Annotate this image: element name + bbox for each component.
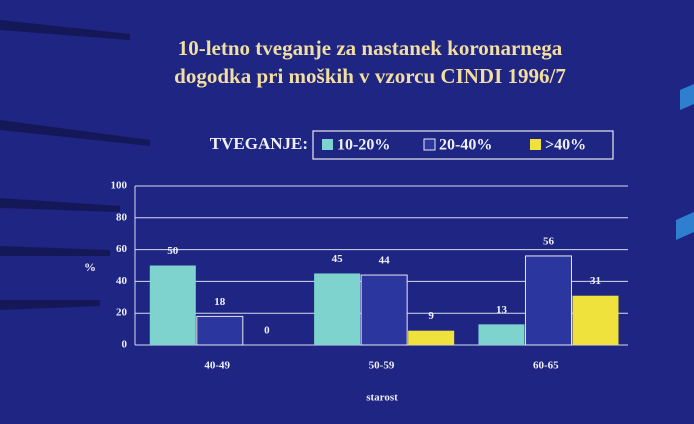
- bar: [524, 255, 572, 346]
- decor-right: [676, 84, 694, 240]
- legend-label: >40%: [545, 137, 586, 154]
- y-tick-label: 60: [116, 243, 128, 255]
- bar: [572, 295, 619, 345]
- x-tick-label: 60-65: [533, 360, 559, 372]
- data-label: 9: [428, 310, 434, 322]
- y-tick-label: 20: [116, 307, 128, 319]
- bar: [149, 265, 196, 345]
- legend-swatch: [530, 139, 541, 150]
- bar: [360, 274, 408, 346]
- x-tick-label: 40-49: [204, 360, 230, 372]
- x-tick-label: 50-59: [369, 360, 395, 372]
- y-tick-label: 0: [122, 339, 128, 351]
- bar: [478, 324, 525, 345]
- data-label: 31: [590, 275, 601, 287]
- chart-title: dogodka pri moških v vzorcu CINDI 1996/7: [174, 64, 566, 88]
- legend-swatch: [423, 138, 436, 151]
- data-label: 44: [379, 255, 391, 267]
- legend-box: [312, 130, 614, 160]
- data-label: 45: [332, 253, 344, 265]
- data-label: 18: [214, 296, 226, 308]
- y-tick-label: 100: [111, 180, 128, 192]
- bar: [196, 315, 244, 346]
- legend-title: TVEGANJE:: [210, 134, 308, 153]
- y-tick-label: 40: [116, 275, 128, 287]
- decor-stripes: [0, 20, 150, 310]
- data-label: 13: [496, 304, 508, 316]
- bar: [314, 273, 361, 345]
- y-tick-label: 80: [116, 211, 128, 223]
- legend-label: 20-40%: [439, 137, 492, 154]
- bar: [408, 330, 455, 345]
- x-axis-label: starost: [366, 392, 398, 404]
- data-label: 56: [543, 235, 555, 247]
- data-label: 50: [167, 245, 179, 257]
- legend-swatch: [322, 139, 333, 150]
- data-label: 0: [264, 325, 270, 337]
- legend-label: 10-20%: [337, 137, 390, 154]
- y-axis-label: %: [84, 260, 96, 274]
- chart-title: 10-letno tveganje za nastanek koronarneg…: [178, 36, 563, 60]
